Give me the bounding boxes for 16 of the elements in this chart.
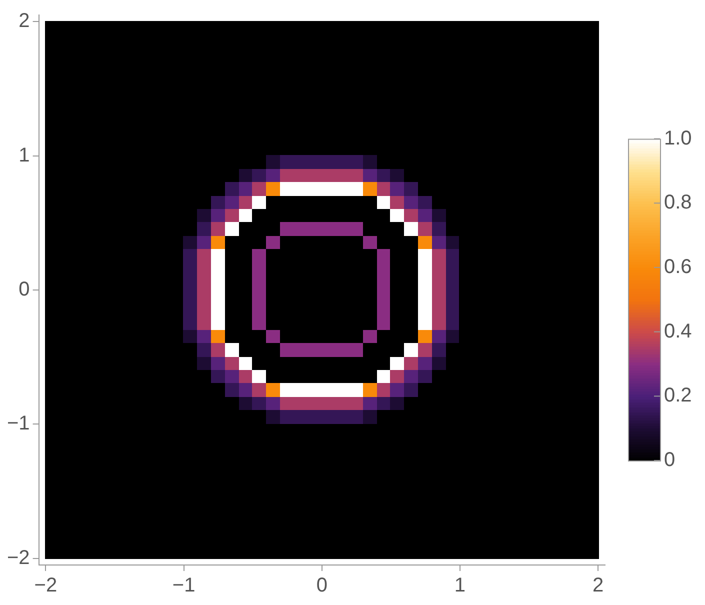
x-tick-label: −1: [172, 574, 196, 597]
color-bar-label: 0.8: [664, 192, 692, 214]
x-tick-label: 1: [454, 574, 466, 597]
y-tick-label: 0: [18, 278, 30, 301]
color-bar-label: 0.4: [664, 320, 692, 342]
color-bar-label: 0.2: [664, 384, 692, 407]
x-tick-label: 2: [592, 574, 604, 597]
color-bar-label: 1.0: [664, 127, 692, 150]
x-tick-label: −2: [34, 574, 58, 597]
y-tick-label: −1: [6, 412, 30, 435]
x-tick-label: 0: [316, 574, 328, 597]
y-tick-label: 2: [18, 10, 30, 32]
color-bar-label: 0: [664, 449, 676, 472]
color-bar-label: 0.6: [664, 256, 692, 278]
y-tick-label: −2: [6, 546, 30, 569]
y-tick-label: 1: [18, 144, 30, 166]
